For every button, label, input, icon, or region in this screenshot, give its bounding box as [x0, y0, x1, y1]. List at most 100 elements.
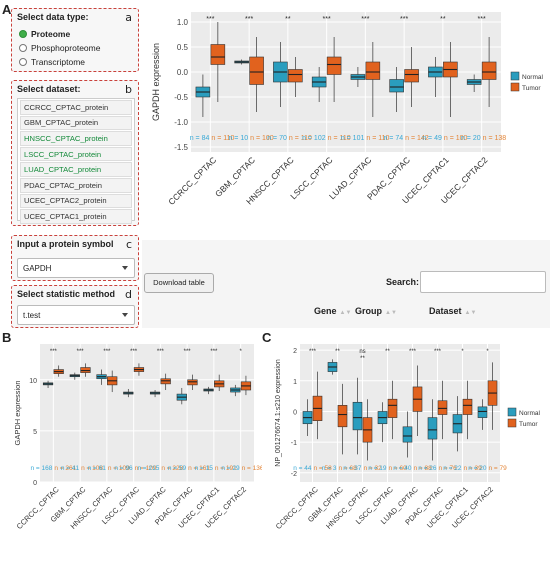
sort-arrows-icon: ▲▼ — [464, 310, 477, 316]
y-axis-label: GAPDH expression — [151, 43, 161, 121]
caret-down-icon — [122, 313, 128, 317]
plot-background — [191, 12, 501, 152]
n-normal-label: n = 101 — [341, 135, 365, 142]
box-tumor — [387, 398, 398, 418]
x-tick-label: CCRCC_CPTAC — [166, 155, 218, 207]
radio-circle-icon[interactable] — [19, 58, 27, 66]
significance-label: *** — [184, 349, 192, 355]
dataset-item[interactable]: GBM_CPTAC_protein — [20, 115, 132, 131]
significance-label: ns — [359, 349, 365, 355]
n-tumor-label: n = 88 — [414, 465, 433, 472]
n-normal-label: n = 40 — [393, 465, 412, 472]
dataset-item[interactable]: HNSCC_CPTAC_protein — [20, 131, 132, 146]
method-letter: d — [125, 288, 132, 301]
n-normal-label: n = 59 — [168, 465, 187, 472]
box-normal — [389, 79, 404, 93]
n-normal-label: n = 3 — [322, 465, 337, 472]
n-tumor-label: n = 108 — [81, 465, 103, 472]
box-tumor — [249, 56, 264, 85]
legend-swatch — [507, 418, 517, 428]
protein-select[interactable]: GAPDH — [17, 258, 135, 278]
n-tumor-label: n = 191 — [215, 465, 237, 472]
protein-value: GAPDH — [23, 264, 52, 273]
y-tick-label: 0.5 — [177, 43, 189, 52]
n-tumor-label: n = 138 — [483, 135, 507, 142]
significance-label: ** — [285, 16, 291, 23]
significance-label: *** — [130, 349, 138, 355]
y-tick-label: -1.0 — [174, 118, 188, 127]
download-table-button[interactable]: Download table — [144, 273, 214, 293]
n-normal-label: n = 168 — [31, 465, 53, 472]
n-normal-label: n = 41 — [61, 465, 80, 472]
y-tick-label: 1.0 — [177, 18, 189, 27]
significance-label: *** — [245, 16, 253, 23]
box-tumor — [326, 56, 342, 75]
dataset-item[interactable]: LSCC_CPTAC_protein — [20, 146, 132, 162]
significance-label: *** — [400, 16, 408, 23]
significance-label: *** — [50, 349, 58, 355]
method-value: t.test — [23, 311, 41, 320]
significance-label: ** — [335, 349, 340, 355]
x-tick-label: CCRCC_CPTAC — [274, 485, 320, 531]
data-type-title: Select data type: — [17, 12, 89, 22]
column-header-dataset[interactable]: Dataset ▲▼ — [429, 306, 476, 316]
data-type-box: Select data type: a Proteome Phosphoprot… — [11, 8, 139, 72]
dataset-item[interactable]: UCEC_CPTAC2_protein — [20, 193, 132, 209]
radio-transcriptome[interactable]: Transcriptome — [19, 57, 85, 67]
significance-label: *** — [361, 16, 369, 23]
significance-label: * — [461, 349, 464, 355]
dataset-item[interactable]: UCEC_CPTAC1_protein — [20, 209, 132, 224]
y-tick-label: 1 — [293, 379, 297, 386]
significance-label: *** — [210, 349, 218, 355]
dataset-title: Select dataset: — [17, 84, 81, 94]
significance-label: *** — [434, 349, 442, 355]
column-header-gene[interactable]: Gene ▲▼ — [314, 306, 351, 316]
n-normal-label: n = 15 — [195, 465, 214, 472]
column-header-group[interactable]: Group ▲▼ — [355, 306, 397, 316]
dataset-item[interactable]: CCRCC_CPTAC_protein — [20, 100, 132, 115]
n-tumor-label: n = 110 — [328, 135, 351, 142]
radio-phosphoproteome[interactable]: Phosphoproteome — [19, 43, 100, 53]
significance-label: *** — [478, 16, 486, 23]
column-label: Gene — [314, 306, 337, 316]
box-normal — [477, 406, 488, 418]
legend-swatch — [507, 407, 517, 417]
box-normal — [352, 401, 363, 431]
box-tumor — [288, 69, 303, 83]
significance-label: ** — [440, 16, 446, 23]
radio-label: Transcriptome — [31, 57, 86, 67]
significance-label: *** — [157, 349, 165, 355]
dataset-letter: b — [125, 83, 132, 96]
n-normal-label: n = 37 — [343, 465, 362, 472]
radio-circle-icon[interactable] — [19, 30, 27, 38]
y-tick-label: 10 — [29, 378, 37, 385]
n-normal-label: n = 44 — [293, 465, 312, 472]
sort-arrows-icon: ▲▼ — [339, 310, 352, 316]
dataset-item[interactable]: LUAD_CPTAC_protein — [20, 162, 132, 177]
panel-letter-c: C — [262, 330, 272, 345]
radio-label: Phosphoproteome — [31, 43, 101, 53]
dataset-item[interactable]: PDAC_CPTAC_protein — [20, 177, 132, 193]
panel-letter-a: A — [2, 2, 12, 17]
n-normal-label: n = 61 — [88, 465, 107, 472]
n-tumor-label: n = 110 — [366, 135, 389, 142]
significance-label: *** — [323, 16, 331, 23]
y-tick-label: 0 — [33, 480, 37, 487]
n-tumor-label: n = 68 — [339, 465, 358, 472]
y-tick-label: 0.0 — [177, 68, 189, 77]
dataset-box: Select dataset: b CCRCC_CPTAC_protein GBM… — [11, 80, 139, 226]
radio-circle-icon[interactable] — [19, 44, 27, 52]
n-normal-label: n = 215 — [138, 465, 160, 472]
n-tumor-label: n = 109 — [108, 465, 130, 472]
radio-proteome[interactable]: Proteome — [19, 29, 70, 39]
legend-label: Tumor — [522, 85, 541, 92]
significance-label: ** — [385, 349, 390, 355]
search-input[interactable] — [420, 271, 546, 293]
caret-down-icon — [122, 266, 128, 270]
dataset-list[interactable]: CCRCC_CPTAC_protein GBM_CPTAC_protein HNSC… — [17, 98, 135, 224]
method-select[interactable]: t.test — [17, 305, 135, 325]
method-box: Select statistic method d t.test — [11, 285, 139, 328]
box-normal — [427, 417, 438, 440]
n-normal-label: n = 20 — [461, 135, 481, 142]
